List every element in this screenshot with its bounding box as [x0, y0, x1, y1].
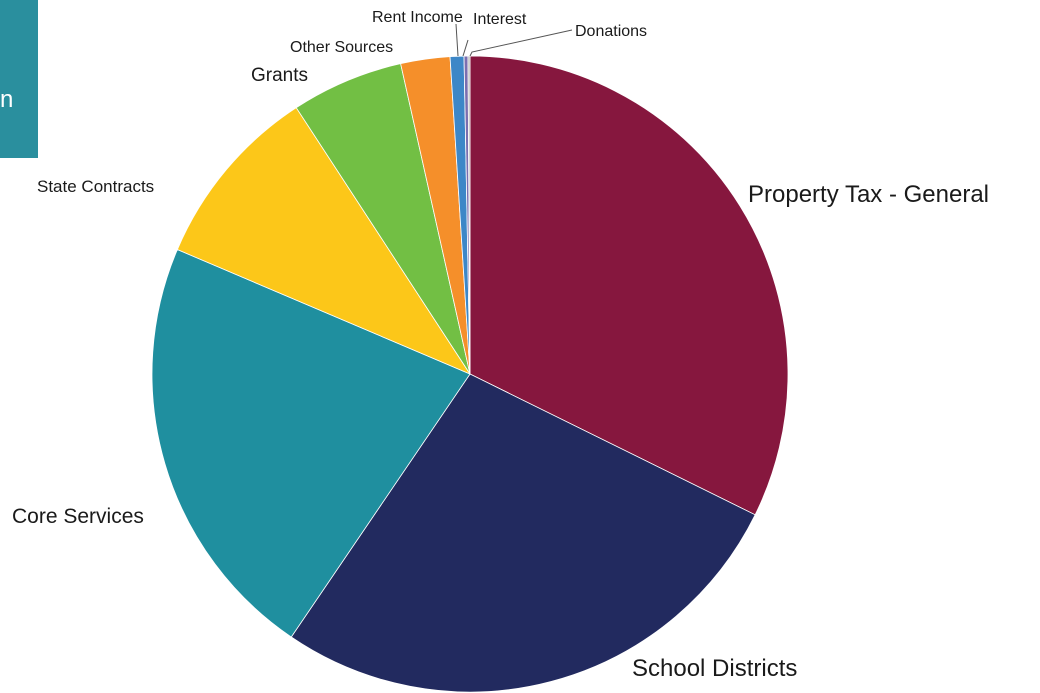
- slice-label: State Contracts: [37, 177, 154, 196]
- slice-label: Grants: [251, 65, 308, 86]
- corner-tab-text: n: [0, 86, 14, 113]
- slice-label: Donations: [575, 23, 647, 40]
- pie-slices: [151, 55, 789, 693]
- pie-slice-state-contracts: [176, 107, 472, 375]
- slice-label: Rent Income: [372, 9, 463, 26]
- leader-line: [455, 23, 459, 57]
- slice-label: Other Sources: [290, 39, 393, 56]
- pie-slice-donations: [467, 55, 471, 375]
- corner-tab: n: [0, 0, 38, 158]
- slice-labels: Property Tax - General School Districts Co…: [12, 9, 989, 682]
- slice-label: Core Services: [12, 505, 144, 528]
- pie-slice-school-districts: [290, 373, 756, 693]
- slice-label: Interest: [473, 11, 527, 28]
- leader-line: [469, 29, 573, 57]
- pie-slice-core-services: [151, 249, 471, 638]
- leader-line: [462, 39, 469, 57]
- slice-label: Property Tax - General: [748, 181, 989, 208]
- slice-label: School Districts: [632, 655, 797, 682]
- pie-slice-property-tax-general: [469, 55, 789, 516]
- leader-lines: [455, 23, 573, 57]
